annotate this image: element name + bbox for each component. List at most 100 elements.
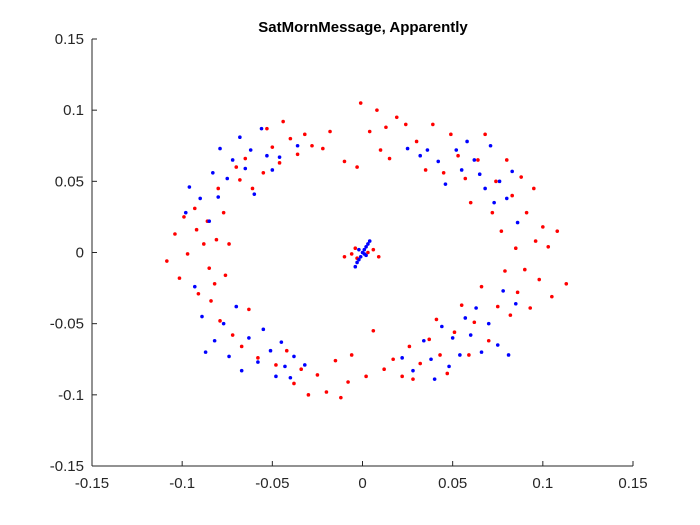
data-point [400,374,404,379]
data-point [328,129,332,134]
data-point [504,196,509,201]
data-point [501,289,505,293]
data-point [274,363,278,367]
data-point [486,338,491,343]
data-point [230,158,235,162]
y-tick-label: 0.15 [55,31,84,48]
data-point [387,156,392,161]
data-point [259,126,264,131]
data-point [256,360,260,364]
data-point [407,344,412,349]
data-point [503,269,507,273]
data-point [418,153,423,158]
data-point [357,257,361,262]
data-point [367,129,372,134]
data-point [449,132,453,137]
data-point [358,254,363,259]
data-point [479,284,484,289]
data-point [358,101,363,105]
data-point [200,314,204,319]
data-point [436,159,441,164]
data-point [221,321,226,326]
data-point [306,393,311,397]
data-point [405,146,410,151]
data-point [454,148,459,152]
data-point [227,354,231,359]
data-point [524,210,529,215]
data-point [239,344,244,349]
data-point [362,252,367,256]
data-point [425,148,430,152]
data-point [324,390,329,394]
data-point [342,254,347,259]
data-point [492,200,496,205]
data-point [550,294,554,299]
data-point [207,266,212,270]
y-tick-label: -0.1 [58,387,84,404]
data-point [265,153,269,158]
data-point [248,148,253,152]
data-point [438,353,442,357]
data-point [339,395,343,400]
data-point [295,143,300,148]
data-point [333,358,338,363]
plot-axes: -0.15 -0.1 -0.05 0 0.05 0.1 0.15 -0.15 -0.1 -0.05… [50,31,648,492]
data-point [212,338,217,343]
data-point [218,319,222,323]
x-tick-label: 0.1 [532,475,553,492]
data-point [283,364,287,369]
data-point [371,328,376,333]
data-point [252,192,257,196]
data-point [483,132,487,137]
data-point [277,161,282,165]
data-point [225,176,230,181]
data-point [468,333,473,337]
data-point [513,301,518,306]
data-point [497,179,502,184]
data-point [418,361,423,366]
data-point [366,242,370,246]
data-point [292,354,296,359]
data-point [203,350,208,354]
data-point [342,159,347,164]
data-point [364,374,368,379]
data-point [230,333,235,337]
data-point [274,374,278,379]
data-point [321,146,325,151]
data-point [256,356,260,360]
data-point [378,148,383,152]
data-point [429,357,433,362]
data-point [212,282,217,286]
data-point [441,170,446,175]
data-point [250,186,255,191]
data-point [459,303,464,307]
data-point [192,284,197,289]
data-point [238,178,242,182]
data-point [504,158,509,162]
data-point [214,237,219,242]
data-point [234,165,239,169]
data-point [288,375,293,380]
data-point [541,225,545,229]
data-point [483,186,487,191]
data-point [519,175,523,179]
data-point [510,193,514,198]
data-point [533,239,538,243]
data-point [346,380,350,384]
data-point [488,143,493,148]
data-point [362,247,367,252]
data-point [371,247,376,252]
data-point [528,306,533,310]
x-tick-label: 0.05 [438,475,467,492]
data-point [349,353,354,357]
data-point [463,316,468,320]
data-point [243,156,248,161]
data-point [243,166,248,171]
data-point [223,273,228,278]
data-point [302,132,307,137]
y-tick-label: 0.1 [63,102,84,119]
data-point [355,165,359,169]
data-point [546,245,551,249]
data-point [198,196,202,201]
